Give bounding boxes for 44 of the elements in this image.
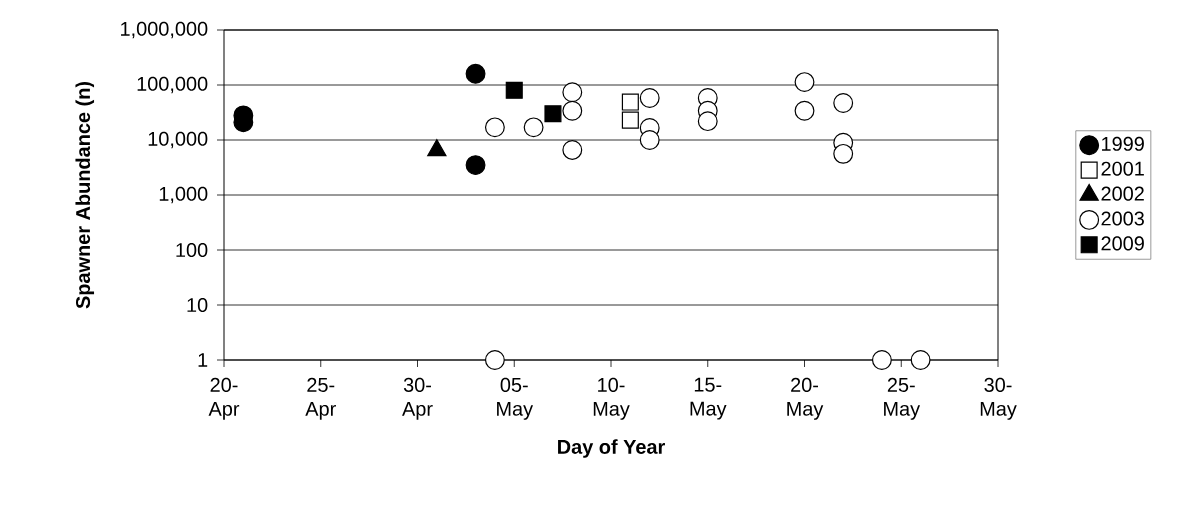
point [794,100,815,121]
x-tick-label: 25-May [884,377,921,420]
x-tick-label: 30-May [980,377,1017,420]
point [833,143,854,164]
point [544,105,562,123]
x-tick-label: 10-May [593,377,630,420]
point [639,88,660,108]
point [562,100,583,121]
legend-label: 2002 [1101,186,1144,201]
point [562,82,583,103]
point [833,93,854,113]
y-tick-label: 1,000,000 [121,21,208,39]
legend-label: 1999 [1102,136,1144,151]
y-tick-label: 10 [187,297,208,313]
point [621,93,639,111]
legend-label: 2003 [1101,211,1144,226]
point [523,117,544,138]
y-tick-label: 1 [198,353,208,367]
point [621,111,639,129]
x-tick-label: 05-May [497,377,534,420]
x-tick-label: 20-Apr [208,377,240,420]
y-tick-label: 1,000 [159,186,208,204]
point [697,111,718,132]
x-tick-label: 30-Apr [402,377,433,420]
legend-label: 2001 [1101,161,1144,176]
x-tick-label: 25-Apr [305,377,336,420]
point [871,350,892,370]
x-tick-label: 15-May [690,377,727,420]
x-axis-title: Day of Year [558,439,665,458]
y-tick-label: 100,000 [137,76,208,94]
y-axis-title: Spawner Abundance (n) [75,81,95,309]
point [465,155,486,176]
y-tick-label: 100 [176,242,208,258]
point [465,63,486,84]
point [910,350,931,370]
x-tick-label: 20-May [787,377,824,420]
y-tick-label: 10,000 [148,131,208,149]
point [505,81,523,99]
point [794,72,815,93]
point [484,117,505,138]
point [562,139,583,160]
point [484,350,505,370]
legend-label: 2009 [1101,236,1144,251]
point [639,130,660,150]
